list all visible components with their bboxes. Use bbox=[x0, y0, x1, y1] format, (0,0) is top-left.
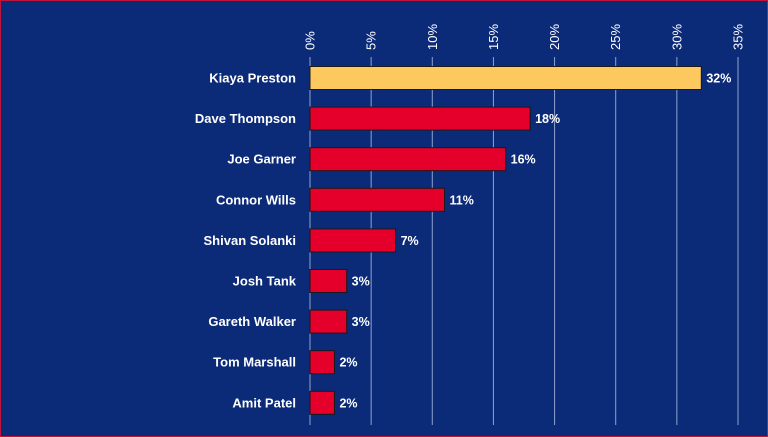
category-label: Kiaya Preston bbox=[209, 71, 296, 86]
x-tick-label: 10% bbox=[425, 24, 440, 50]
data-label: 3% bbox=[352, 275, 370, 289]
x-tick-label: 35% bbox=[731, 24, 746, 50]
category-label: Shivan Solanki bbox=[204, 233, 296, 248]
x-tick-label: 20% bbox=[547, 24, 562, 50]
bar bbox=[309, 309, 348, 334]
bar bbox=[309, 66, 702, 90]
bar bbox=[309, 390, 335, 415]
category-label: Dave Thompson bbox=[195, 111, 296, 126]
category-label: Amit Patel bbox=[232, 395, 296, 410]
category-labels: Kiaya Preston Dave Thompson Joe Garner Conn… bbox=[195, 71, 297, 411]
category-label: Josh Tank bbox=[233, 274, 297, 289]
x-axis-ticks: 0% 5% 10% 15% 20% 25% 30% 35% bbox=[303, 24, 746, 50]
data-label: 11% bbox=[450, 193, 474, 207]
data-label: 18% bbox=[535, 112, 560, 126]
data-label: 7% bbox=[401, 234, 419, 248]
x-tick-label: 5% bbox=[364, 31, 379, 50]
x-tick-label: 0% bbox=[303, 31, 318, 50]
data-label: 16% bbox=[511, 153, 536, 167]
x-tick-label: 25% bbox=[608, 24, 623, 50]
category-label: Tom Marshall bbox=[213, 355, 296, 370]
x-tick-label: 15% bbox=[486, 24, 501, 50]
category-label: Joe Garner bbox=[227, 152, 296, 167]
bars: 32% 18% 16% 11% 7% 3% 3% 2% 2% bbox=[309, 66, 731, 415]
bar bbox=[309, 147, 507, 172]
bar bbox=[309, 228, 397, 253]
bar bbox=[309, 106, 531, 131]
x-tick-label: 30% bbox=[669, 24, 684, 50]
bar bbox=[309, 269, 348, 293]
category-label: Connor Wills bbox=[216, 192, 296, 207]
category-label: Gareth Walker bbox=[208, 314, 296, 329]
data-label: 2% bbox=[339, 396, 357, 410]
bar bbox=[309, 350, 335, 375]
data-label: 3% bbox=[352, 315, 370, 329]
data-label: 2% bbox=[339, 356, 357, 370]
data-label: 32% bbox=[706, 72, 731, 86]
bar bbox=[309, 187, 446, 212]
